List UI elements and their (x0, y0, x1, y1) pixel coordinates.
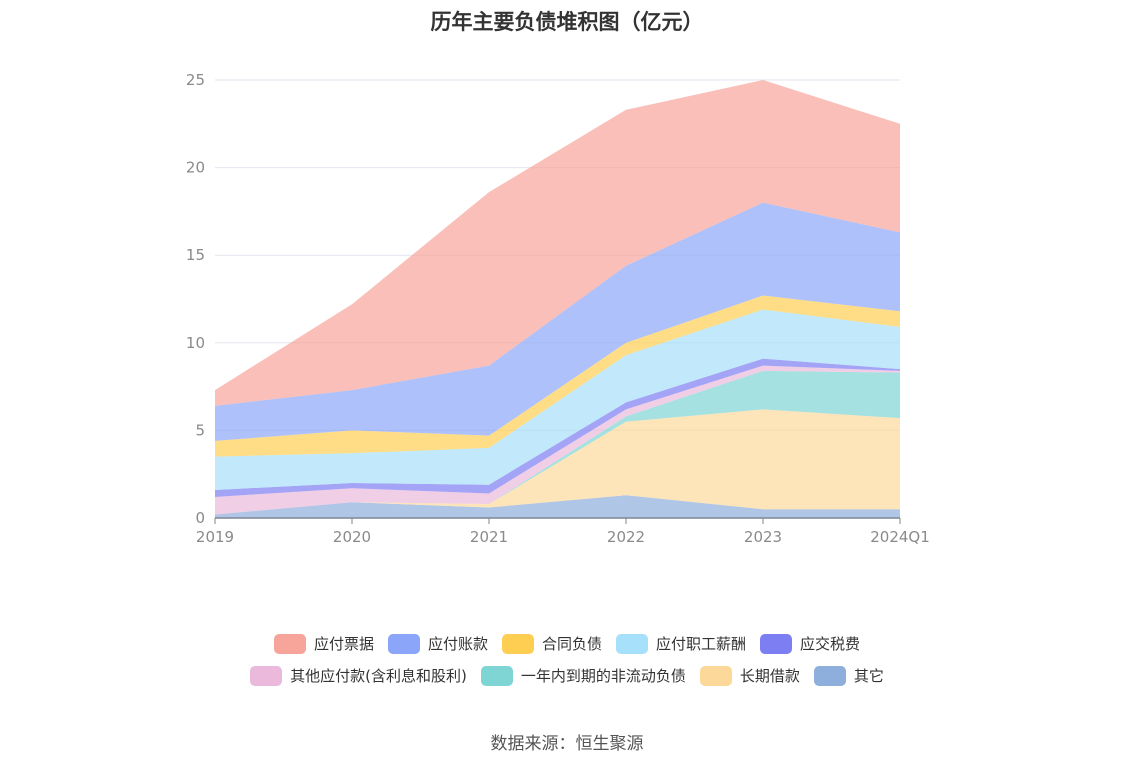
area-series-7[interactable] (215, 202, 900, 441)
legend-item[interactable]: 长期借款 (699, 665, 800, 686)
legend-item[interactable]: 其他应付款(含利息和股利) (250, 665, 467, 686)
legend-label: 一年内到期的非流动负债 (520, 667, 686, 685)
y-tick-label: 25 (186, 71, 205, 89)
area-series-1[interactable] (215, 409, 900, 515)
area-series-8[interactable] (215, 80, 900, 406)
legend-swatch (616, 633, 648, 654)
chart-title: 历年主要负债堆积图（亿元） (430, 10, 704, 34)
y-tick-label: 0 (195, 509, 205, 527)
legend-item[interactable]: 应付票据 (273, 633, 374, 654)
legend-label: 合同负债 (541, 635, 602, 653)
area-series-5[interactable] (215, 309, 900, 490)
legend-label: 应付账款 (427, 635, 488, 653)
x-tick-label: 2023 (744, 528, 782, 546)
y-tick-label: 20 (186, 159, 205, 177)
area-series-6[interactable] (215, 295, 900, 457)
legend-swatch (760, 633, 793, 654)
x-tick-label: 2024Q1 (870, 528, 930, 546)
area-series-0[interactable] (215, 495, 900, 518)
legend-label: 长期借款 (739, 667, 800, 685)
legend-swatch (501, 633, 534, 654)
legend-swatch (273, 633, 306, 654)
legend-label: 其它 (853, 667, 884, 685)
x-tick-label: 2022 (607, 528, 645, 546)
legend-swatch (480, 665, 513, 686)
y-tick-label: 10 (186, 334, 205, 352)
x-tick-label: 2020 (333, 528, 371, 546)
legend-row-2: 其他应付款(含利息和股利) 一年内到期的非流动负债 长期借款 其它 (0, 665, 1134, 686)
area-series (215, 80, 900, 518)
stacked-area-chart: 0 5 10 15 20 25 2019 2020 2021 2022 2023 2024Q1 (186, 71, 930, 546)
legend-swatch (250, 665, 283, 686)
x-tick-label: 2019 (196, 528, 234, 546)
legend-item[interactable]: 一年内到期的非流动负债 (480, 665, 686, 686)
legend-item[interactable]: 应付账款 (387, 633, 488, 654)
legend-label: 应交税费 (800, 635, 861, 653)
legend-label: 应付职工薪酬 (656, 635, 747, 653)
data-source-note: 数据来源：恒生聚源 (490, 734, 644, 754)
legend-item[interactable]: 其它 (813, 665, 884, 686)
legend-swatch (813, 665, 846, 686)
legend-item[interactable]: 应交税费 (760, 633, 860, 654)
legend-item[interactable]: 合同负债 (501, 633, 602, 654)
axes: 0 5 10 15 20 25 2019 2020 2021 2022 2023 2024Q1 (186, 71, 930, 546)
x-tick-label: 2021 (470, 528, 508, 546)
y-tick-label: 15 (186, 246, 205, 264)
legend-swatch (387, 633, 420, 654)
y-tick-label: 5 (195, 421, 205, 439)
legend-row-1: 应付票据 应付账款 合同负债 应付职工薪酬 应交税费 (0, 633, 1134, 654)
legend-swatch (699, 665, 732, 686)
area-series-3[interactable] (215, 365, 900, 515)
legend-label: 应付票据 (313, 635, 374, 653)
legend-item[interactable]: 应付职工薪酬 (616, 633, 746, 654)
legend-label: 其他应付款(含利息和股利) (290, 667, 467, 685)
area-series-2[interactable] (215, 370, 900, 515)
